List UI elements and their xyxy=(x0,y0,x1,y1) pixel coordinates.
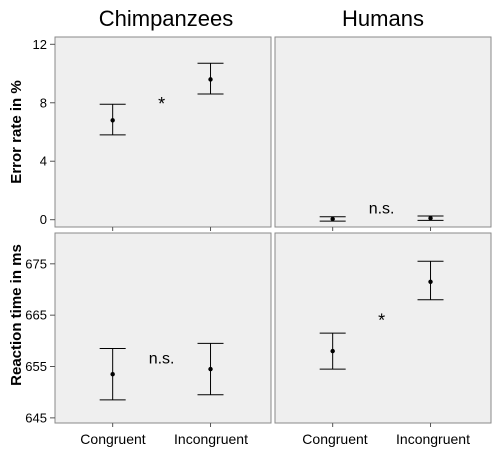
y-tick-label: 4 xyxy=(40,154,47,169)
significance-star: * xyxy=(378,310,385,330)
column-title-chimpanzees: Chimpanzees xyxy=(99,6,234,31)
mean-point-congruent xyxy=(330,348,335,354)
mean-point-incongruent xyxy=(428,279,433,284)
chart-panel-bottom-left: 645 655 665 675 n.s. xyxy=(25,232,272,427)
chart-panel-top-right: n.s. xyxy=(274,36,492,231)
y-tick-label: 655 xyxy=(25,359,47,374)
panel-background xyxy=(54,36,272,228)
significance-ns: n.s. xyxy=(149,351,175,368)
mean-point-congruent xyxy=(330,216,335,222)
mean-point-congruent xyxy=(110,118,115,123)
mean-point-incongruent xyxy=(208,77,213,82)
x-category-label-incongruent-right: Incongruent xyxy=(396,431,470,447)
x-category-label-congruent-left: Congruent xyxy=(80,431,145,447)
y-tick-label: 0 xyxy=(40,212,47,227)
mean-point-incongruent xyxy=(428,216,433,221)
column-title-humans: Humans xyxy=(342,6,424,31)
x-category-label-congruent-right: Congruent xyxy=(302,431,367,447)
y-axis-title-error-rate: Error rate in % xyxy=(8,80,25,183)
significance-ns: n.s. xyxy=(369,201,395,218)
mean-point-congruent xyxy=(110,372,115,377)
y-tick-label: 12 xyxy=(33,37,47,52)
panel-background xyxy=(54,232,272,424)
significance-star: * xyxy=(158,94,165,114)
x-category-label-incongruent-left: Incongruent xyxy=(174,431,248,447)
y-tick-label: 665 xyxy=(25,308,47,323)
panel-background xyxy=(274,232,492,424)
chart-panel-top-left: 0 4 8 12 * xyxy=(33,36,272,231)
y-tick-label: 675 xyxy=(25,256,47,271)
chart-panels: 0 4 8 12 * n.s. 645 655 665 675 n.s. * xyxy=(25,36,492,427)
y-axis-title-reaction-time: Reaction time in ms xyxy=(8,244,25,386)
figure-titles: Chimpanzees Humans Error rate in % React… xyxy=(8,6,470,447)
panel-background xyxy=(274,36,492,228)
mean-point-incongruent xyxy=(208,366,213,372)
chart-panel-bottom-right: * xyxy=(274,232,492,427)
y-tick-label: 8 xyxy=(40,95,47,110)
y-tick-label: 645 xyxy=(25,410,47,425)
